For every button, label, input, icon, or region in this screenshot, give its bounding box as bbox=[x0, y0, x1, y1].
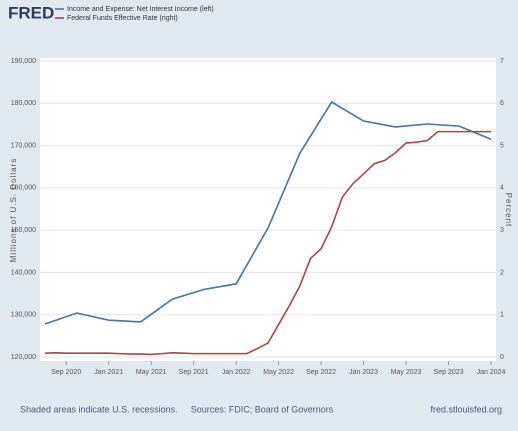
x-tick-label: Jan 2024 bbox=[477, 369, 506, 376]
y2-tick-label: 4 bbox=[500, 185, 504, 192]
y2-tick-label: 7 bbox=[500, 58, 504, 65]
footer-right: fred.stlouisfed.org bbox=[430, 404, 502, 414]
x-tick-label: Jan 2023 bbox=[349, 369, 378, 376]
y-tick-label: 170,000 bbox=[11, 142, 36, 149]
y-tick-label: 160,000 bbox=[11, 185, 36, 192]
legend-label: Income and Expense: Net Interest Income … bbox=[67, 6, 214, 13]
plot-area bbox=[40, 58, 496, 361]
x-tick-label: May 2021 bbox=[136, 369, 167, 376]
x-tick-label: Sep 2022 bbox=[306, 369, 336, 376]
x-tick-label: Jan 2021 bbox=[94, 369, 123, 376]
x-tick-label: Sep 2021 bbox=[179, 369, 209, 376]
y-tick-label: 140,000 bbox=[11, 269, 36, 276]
y2-tick-label: 6 bbox=[500, 100, 504, 107]
y2-tick-label: 5 bbox=[500, 142, 504, 149]
y-tick-label: 150,000 bbox=[11, 227, 36, 234]
x-tick-label: May 2023 bbox=[391, 369, 422, 376]
line bbox=[44, 130, 491, 356]
x-tick-label: Sep 2023 bbox=[434, 369, 464, 376]
y-tick-label: 130,000 bbox=[11, 312, 36, 319]
y-axis-label: Millions of U.S. Dollars bbox=[9, 158, 18, 262]
y2-axis-label: Percent bbox=[504, 193, 513, 228]
y-tick-label: 120,000 bbox=[11, 354, 36, 361]
y2-tick-label: 1 bbox=[500, 312, 504, 319]
x-tick-label: Sep 2020 bbox=[51, 369, 81, 376]
logo: FRED bbox=[8, 3, 54, 22]
legend-label: Federal Funds Effective Rate (right) bbox=[67, 15, 178, 22]
y-tick-label: 180,000 bbox=[11, 100, 36, 107]
line bbox=[44, 100, 492, 325]
y2-tick-label: 2 bbox=[500, 269, 504, 276]
y2-tick-label: 0 bbox=[500, 354, 504, 361]
y-tick-label: 190,000 bbox=[11, 58, 36, 65]
y2-tick-label: 3 bbox=[500, 227, 504, 234]
x-tick-label: Jan 2022 bbox=[222, 369, 251, 376]
footer-left: Shaded areas indicate U.S. recessions. bbox=[20, 404, 178, 414]
footer-center: Sources: FDIC; Board of Governors bbox=[191, 404, 334, 414]
x-tick-label: May 2022 bbox=[263, 369, 294, 376]
